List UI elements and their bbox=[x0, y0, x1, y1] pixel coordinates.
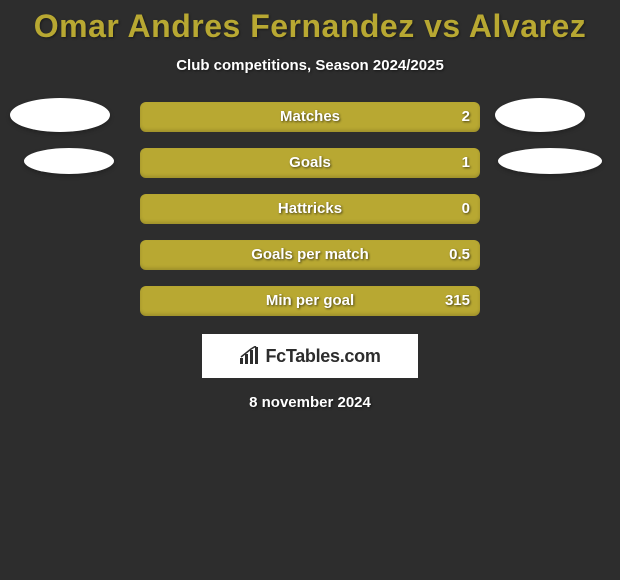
stat-label: Hattricks bbox=[140, 194, 480, 224]
stat-value: 2 bbox=[462, 102, 470, 132]
stat-label: Goals per match bbox=[140, 240, 480, 270]
subtitle: Club competitions, Season 2024/2025 bbox=[0, 57, 620, 74]
stat-value: 315 bbox=[445, 286, 470, 316]
stat-value: 0 bbox=[462, 194, 470, 224]
stat-bar: Goals1 bbox=[140, 148, 480, 178]
page-title: Omar Andres Fernandez vs Alvarez bbox=[0, 0, 620, 45]
stat-row: Min per goal315 bbox=[0, 286, 620, 316]
stat-bar: Min per goal315 bbox=[140, 286, 480, 316]
stat-value: 1 bbox=[462, 148, 470, 178]
player-right-marker bbox=[498, 148, 602, 174]
stat-row: Goals per match0.5 bbox=[0, 240, 620, 270]
stat-label: Min per goal bbox=[140, 286, 480, 316]
stat-label: Matches bbox=[140, 102, 480, 132]
stat-row: Matches2 bbox=[0, 102, 620, 132]
brand-text: FcTables.com bbox=[265, 346, 380, 367]
stat-row: Goals1 bbox=[0, 148, 620, 178]
player-left-marker bbox=[24, 148, 114, 174]
date-text: 8 november 2024 bbox=[0, 394, 620, 411]
stat-bar: Goals per match0.5 bbox=[140, 240, 480, 270]
brand-logo: FcTables.com bbox=[202, 334, 418, 378]
stat-row: Hattricks0 bbox=[0, 194, 620, 224]
stat-bar: Hattricks0 bbox=[140, 194, 480, 224]
player-right-marker bbox=[495, 98, 585, 132]
stat-label: Goals bbox=[140, 148, 480, 178]
stat-value: 0.5 bbox=[449, 240, 470, 270]
chart-icon bbox=[239, 346, 261, 366]
stats-area: Matches2Goals1Hattricks0Goals per match0… bbox=[0, 102, 620, 316]
stat-bar: Matches2 bbox=[140, 102, 480, 132]
player-left-marker bbox=[10, 98, 110, 132]
